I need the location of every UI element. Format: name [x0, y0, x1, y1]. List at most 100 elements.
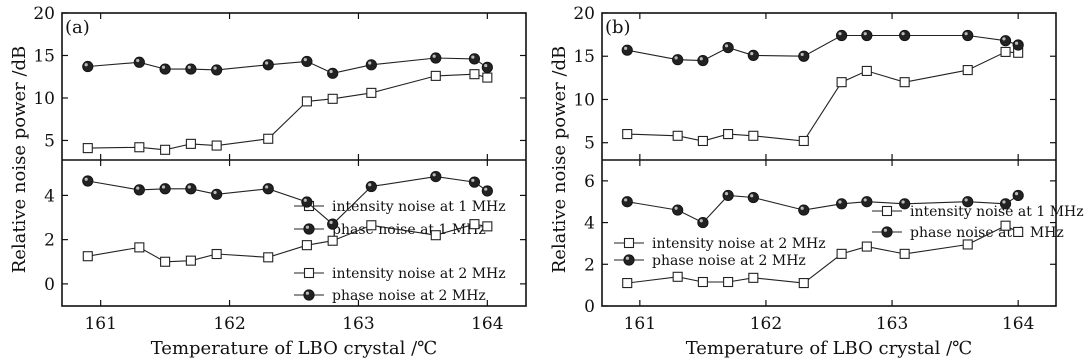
- legend-label: intensity noise at 1 MHz: [910, 204, 1084, 220]
- legend-marker-body: [303, 223, 315, 235]
- y-tick-label: 10: [33, 89, 55, 109]
- legend-marker-body: [881, 226, 893, 238]
- data-point: [798, 204, 810, 216]
- y-tick-label: 2: [584, 255, 595, 275]
- data-point-highlight: [1014, 192, 1019, 196]
- data-point: [1012, 189, 1024, 202]
- data-point-body: [962, 29, 974, 42]
- data-point-body: [159, 63, 171, 75]
- data-point-body: [301, 196, 313, 208]
- data-point: [263, 252, 274, 263]
- data-point-body: [999, 198, 1012, 210]
- x-tick-label: 162: [750, 314, 782, 334]
- data-point-highlight: [471, 55, 475, 59]
- data-point-highlight: [838, 32, 842, 36]
- data-point: [482, 221, 493, 232]
- x-axis-label: Temperature of LBO crystal /℃: [686, 338, 973, 359]
- data-point: [899, 77, 910, 88]
- legend-marker-highlight: [883, 228, 888, 232]
- data-point: [798, 50, 810, 62]
- y-tick-label: 15: [573, 47, 595, 67]
- data-point: [962, 65, 973, 76]
- data-point-highlight: [964, 198, 968, 202]
- data-point: [430, 52, 442, 64]
- data-point: [899, 29, 911, 42]
- data-point-body: [185, 183, 197, 195]
- legend-marker-body: [303, 289, 315, 301]
- data-point: [366, 87, 377, 98]
- y-tick-label: 6: [584, 172, 595, 192]
- data-point: [211, 140, 222, 151]
- x-tick-label: 161: [624, 314, 656, 334]
- data-point: [999, 198, 1012, 210]
- data-point-highlight: [800, 52, 804, 57]
- data-point: [430, 70, 441, 81]
- series-intensity-noise-at-2-mhz: [622, 220, 1024, 289]
- data-point-highlight: [750, 51, 754, 56]
- data-point-body: [999, 35, 1012, 47]
- data-point: [159, 63, 171, 75]
- data-point-highlight: [901, 32, 905, 36]
- data-point-highlight: [699, 219, 703, 223]
- data-point: [482, 72, 493, 83]
- data-point: [211, 248, 222, 260]
- x-tick-label: 164: [471, 314, 503, 334]
- data-point-highlight: [471, 178, 475, 182]
- data-point-body: [133, 184, 145, 196]
- x-tick-label: 163: [342, 314, 374, 334]
- data-point-body: [185, 63, 197, 75]
- series-phase-noise-at-2-mhz: [82, 170, 493, 230]
- data-point-body: [747, 191, 759, 204]
- subplot-bottom: 0 2 4 intensity noise at 2 MHz phase noise a…: [44, 160, 526, 306]
- subplot-top: 5 10 15 20 intensity noise at 1 MHz phase noi…: [33, 4, 526, 238]
- series-intensity-noise-at-2-mhz: [82, 219, 493, 267]
- legend-marker-highlight: [625, 256, 630, 260]
- data-point-body: [365, 180, 377, 193]
- y-tick-label: 5: [44, 131, 55, 151]
- data-point-highlight: [838, 200, 842, 204]
- x-tick-label: 163: [876, 314, 908, 334]
- legend-label: phase noise at 2 MHz: [332, 288, 486, 304]
- y-tick-label: 4: [584, 214, 595, 234]
- legend-label: phase noise at 1 MHz: [910, 225, 1064, 241]
- x-tick-label: 162: [213, 314, 245, 334]
- legend-marker: [303, 289, 315, 301]
- panel-label: (b): [605, 17, 631, 38]
- data-point-highlight: [303, 198, 307, 202]
- data-point: [263, 133, 274, 144]
- legend-marker: [303, 267, 315, 279]
- data-point-highlight: [1002, 37, 1006, 41]
- data-point: [262, 183, 274, 195]
- data-point: [185, 183, 197, 195]
- data-point-highlight: [1014, 41, 1019, 45]
- legend-label: intensity noise at 1 MHz: [332, 199, 506, 215]
- data-point: [836, 198, 848, 210]
- data-point: [1000, 46, 1011, 57]
- subplot-top: 5 10 15 20 intensity noise at 1 MHz phase noi…: [573, 4, 1083, 241]
- data-point-body: [430, 170, 442, 183]
- data-point-body: [697, 54, 709, 67]
- data-point: [468, 176, 481, 188]
- data-point: [861, 65, 872, 76]
- data-point-body: [211, 64, 223, 76]
- data-point-highlight: [213, 190, 217, 195]
- data-point: [723, 129, 734, 140]
- data-point: [748, 272, 759, 283]
- data-point-highlight: [136, 186, 140, 190]
- data-point-body: [133, 56, 145, 68]
- data-point-highlight: [329, 69, 333, 74]
- data-point: [211, 188, 223, 200]
- data-point: [469, 219, 480, 230]
- data-point: [861, 29, 873, 42]
- data-point: [301, 55, 313, 68]
- data-point-body: [621, 196, 633, 208]
- data-point-highlight: [265, 61, 269, 65]
- data-point: [211, 64, 223, 76]
- data-point-highlight: [901, 200, 905, 204]
- x-tick-label: 164: [1002, 314, 1034, 334]
- data-point-highlight: [484, 63, 488, 68]
- data-point: [899, 248, 910, 259]
- data-point-body: [722, 189, 734, 202]
